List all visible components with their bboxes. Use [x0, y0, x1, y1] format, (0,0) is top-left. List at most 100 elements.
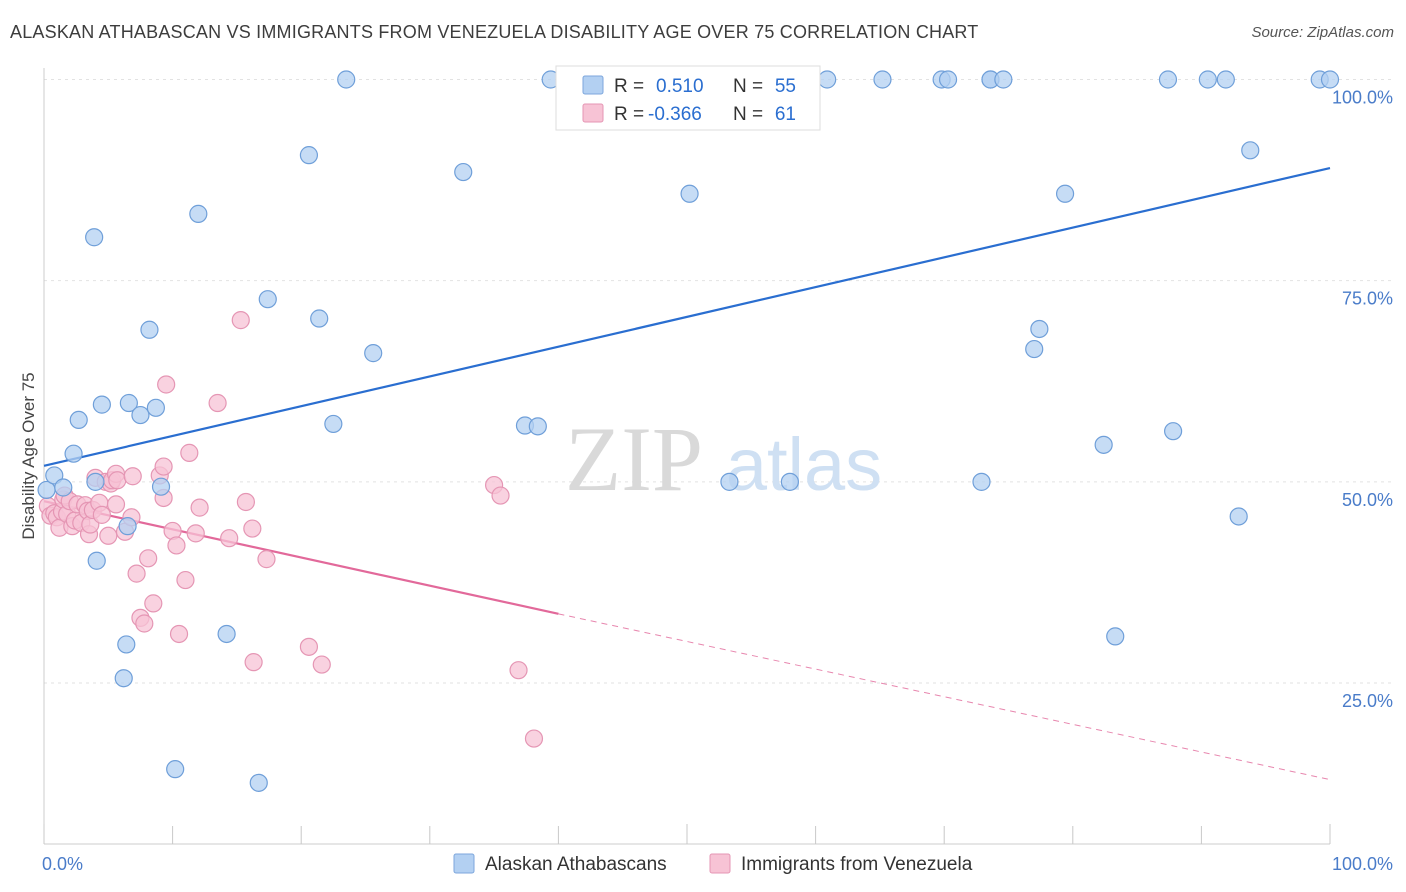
data-point-immigrants-from-venezuela: [231, 311, 250, 330]
data-point-alaskan-athabascans: [1030, 319, 1049, 339]
data-point-immigrants-from-venezuela: [186, 524, 205, 543]
data-point-alaskan-athabascans: [119, 393, 138, 413]
data-point-immigrants-from-venezuela: [257, 550, 276, 569]
data-point-alaskan-athabascans: [258, 290, 277, 309]
data-point-alaskan-athabascans: [337, 70, 356, 89]
data-point-alaskan-athabascans: [324, 414, 343, 434]
data-point-alaskan-athabascans: [85, 228, 104, 247]
data-point-immigrants-from-venezuela: [312, 655, 331, 674]
data-point-alaskan-athabascans: [680, 184, 699, 203]
trend-line-immigrants-from-venezuela: [43, 500, 559, 615]
data-point-alaskan-athabascans: [873, 70, 892, 89]
data-point-immigrants-from-venezuela: [220, 529, 239, 548]
x-tick-label: 0.0%: [42, 854, 83, 874]
data-point-immigrants-from-venezuela: [135, 614, 154, 633]
data-point-alaskan-athabascans: [818, 70, 837, 89]
data-point-alaskan-athabascans: [1320, 70, 1340, 89]
data-point-alaskan-athabascans: [114, 669, 133, 688]
data-point-alaskan-athabascans: [249, 773, 268, 792]
data-point-immigrants-from-venezuela: [180, 443, 199, 462]
legend-r-label-2: R =: [614, 104, 644, 125]
data-point-alaskan-athabascans: [1158, 70, 1178, 89]
legend-r-label-1: R =: [614, 76, 644, 97]
data-point-immigrants-from-venezuela: [123, 467, 142, 486]
axes: [43, 68, 1331, 845]
data-point-alaskan-athabascans: [189, 204, 208, 223]
data-point-immigrants-from-venezuela: [154, 457, 173, 476]
legend-n-label-2: N =: [733, 104, 763, 125]
data-point-alaskan-athabascans: [117, 635, 136, 654]
data-point-alaskan-athabascans: [1198, 70, 1217, 89]
data-point-alaskan-athabascans: [151, 477, 171, 496]
watermark-zip: ZIP: [565, 408, 703, 510]
series-legend: Alaskan Athabascans Immigrants from Vene…: [453, 853, 973, 875]
data-point-alaskan-athabascans: [87, 551, 106, 570]
data-point-immigrants-from-venezuela: [106, 495, 126, 514]
data-point-alaskan-athabascans: [146, 398, 165, 417]
watermark: ZIP atlas: [565, 408, 882, 510]
data-point-alaskan-athabascans: [118, 517, 137, 536]
data-point-immigrants-from-venezuela: [167, 536, 186, 555]
y-tick-label: 75.0%: [1342, 289, 1393, 309]
series-legend-swatch-blue: [453, 853, 475, 874]
data-point-immigrants-from-venezuela: [190, 498, 209, 517]
data-point-immigrants-from-venezuela: [236, 492, 256, 512]
series-alaskan-athabascans-points: [37, 70, 1340, 792]
data-point-immigrants-from-venezuela: [208, 393, 227, 413]
legend-r-value-1: 0.510: [656, 76, 704, 97]
legend-swatch-pink: [582, 103, 604, 123]
data-point-immigrants-from-venezuela: [157, 375, 176, 394]
legend-r-value-2: -0.366: [648, 104, 702, 125]
data-point-immigrants-from-venezuela: [176, 570, 195, 590]
data-point-alaskan-athabascans: [1094, 435, 1113, 454]
data-point-immigrants-from-venezuela: [127, 564, 146, 583]
data-point-immigrants-from-venezuela: [99, 526, 118, 545]
data-point-alaskan-athabascans: [528, 417, 547, 436]
data-point-alaskan-athabascans: [69, 410, 88, 430]
data-point-alaskan-athabascans: [140, 320, 159, 339]
legend-n-label-1: N =: [733, 76, 763, 97]
y-axis-label: Disability Age Over 75: [19, 372, 38, 539]
y-tick-label: 100.0%: [1332, 88, 1393, 108]
data-point-alaskan-athabascans: [454, 162, 473, 182]
series-legend-label-blue: Alaskan Athabascans: [485, 854, 667, 875]
data-point-alaskan-athabascans: [972, 472, 991, 491]
x-tick-label: 100.0%: [1332, 854, 1393, 874]
data-point-immigrants-from-venezuela: [139, 549, 158, 568]
data-point-immigrants-from-venezuela: [491, 486, 510, 505]
data-point-alaskan-athabascans: [720, 472, 739, 491]
data-point-alaskan-athabascans: [64, 444, 83, 463]
y-tick-label: 25.0%: [1342, 691, 1393, 711]
data-point-alaskan-athabascans: [92, 395, 111, 414]
data-point-alaskan-athabascans: [131, 405, 150, 425]
legend-n-value-2: 61: [775, 104, 796, 125]
gridlines: [44, 79, 1395, 684]
data-point-alaskan-athabascans: [1025, 339, 1044, 359]
y-tick-label: 50.0%: [1342, 490, 1393, 510]
data-point-immigrants-from-venezuela: [524, 729, 544, 748]
data-point-alaskan-athabascans: [217, 624, 236, 644]
chart-source: Source: ZipAtlas.com: [1251, 24, 1394, 41]
data-point-alaskan-athabascans: [1229, 507, 1248, 526]
legend-swatch-blue: [582, 75, 604, 95]
data-point-immigrants-from-venezuela: [144, 594, 163, 613]
chart-title: ALASKAN ATHABASCAN VS IMMIGRANTS FROM VE…: [10, 22, 979, 42]
data-point-immigrants-from-venezuela: [92, 505, 111, 524]
data-point-alaskan-athabascans: [310, 309, 329, 328]
data-point-alaskan-athabascans: [938, 70, 958, 89]
series-immigrants-from-venezuela-points: [38, 311, 544, 748]
data-point-alaskan-athabascans: [299, 146, 319, 165]
legend-n-value-1: 55: [775, 76, 796, 97]
data-point-alaskan-athabascans: [45, 466, 64, 485]
correlation-legend: R = 0.510 N = 55 R = -0.366 N = 61: [555, 65, 821, 131]
data-point-alaskan-athabascans: [54, 478, 73, 497]
watermark-atlas: atlas: [726, 423, 882, 506]
data-point-alaskan-athabascans: [1216, 70, 1235, 89]
trend-line-alaskan-athabascans: [43, 166, 1331, 467]
data-point-alaskan-athabascans: [1241, 141, 1260, 160]
data-point-immigrants-from-venezuela: [299, 637, 319, 656]
data-point-alaskan-athabascans: [1164, 422, 1183, 441]
data-point-alaskan-athabascans: [1106, 627, 1125, 646]
data-point-alaskan-athabascans: [780, 472, 799, 491]
